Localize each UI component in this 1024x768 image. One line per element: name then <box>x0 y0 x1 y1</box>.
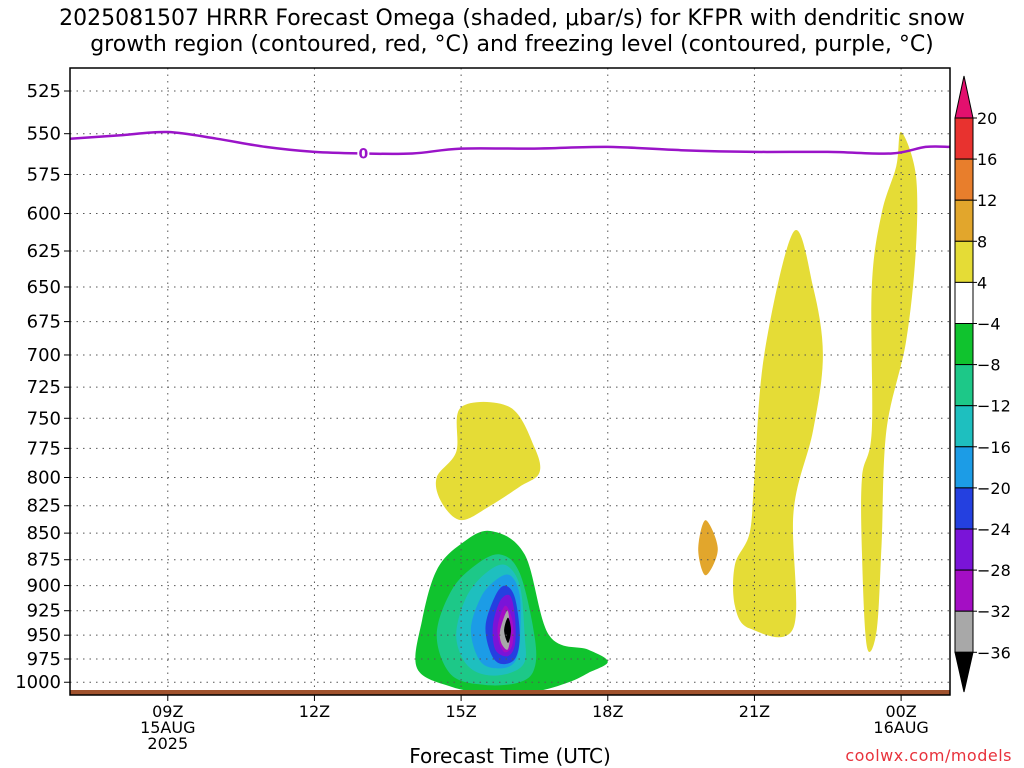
terrain-strip <box>70 690 950 695</box>
colorbar-label-5: −4 <box>977 315 1001 334</box>
y-tick-label-625: 625 <box>27 241 61 262</box>
y-tick-label-700: 700 <box>27 345 61 366</box>
y-tick-label-525: 525 <box>27 81 61 102</box>
y-tick-label-675: 675 <box>27 312 61 333</box>
x-tick-label-9-0: 09Z <box>152 702 183 721</box>
credit-text: coolwx.com/models <box>845 746 1012 765</box>
freezing-level-line <box>70 130 950 156</box>
chart-title-line2: growth region (contoured, red, °C) and f… <box>90 32 934 57</box>
y-tick-label-550: 550 <box>27 124 61 145</box>
colorbar-label-4: 4 <box>977 273 987 292</box>
colorbar-segment-7 <box>954 364 974 407</box>
colorbar-segment-8 <box>954 405 974 448</box>
colorbar-segment-9 <box>954 446 974 489</box>
colorbar-segment-6 <box>954 323 974 366</box>
freezing-level-layer: 0 <box>70 130 950 163</box>
colorbar-segment-3 <box>954 199 974 242</box>
plot-frame <box>69 67 951 696</box>
y-tick-label-1000: 1000 <box>15 672 61 693</box>
colorbar-label-10: −24 <box>977 520 1011 539</box>
x-tick-label-24-1: 16AUG <box>873 718 928 737</box>
omega-area-3 <box>861 131 918 652</box>
colorbar-segment-bottom <box>954 651 974 693</box>
chart-title: 2025081507 HRRR Forecast Omega (shaded, … <box>0 6 1024 58</box>
x-tick-label-21-0: 21Z <box>739 702 770 721</box>
colorbar-label-11: −28 <box>977 561 1011 580</box>
omega-area-1 <box>733 229 823 638</box>
x-axis-label: Forecast Time (UTC) <box>409 744 611 768</box>
colorbar-label-9: −20 <box>977 479 1011 498</box>
y-tick-label-850: 850 <box>27 523 61 544</box>
freezing-level-label: 0 <box>358 146 368 162</box>
freezing-level-label-bg <box>357 144 370 163</box>
omega-area-12 <box>504 617 511 643</box>
y-tick-label-825: 825 <box>27 496 61 517</box>
y-tick-label-950: 950 <box>27 625 61 646</box>
x-tick-label-9-1: 15AUG <box>140 718 195 737</box>
x-tick-label-12-0: 12Z <box>299 702 330 721</box>
colorbar-segment-11 <box>954 528 974 571</box>
y-tick-label-975: 975 <box>27 649 61 670</box>
x-tick-label-24-0: 00Z <box>885 702 916 721</box>
colorbar-label-3: 8 <box>977 232 987 251</box>
colorbar-label-1: 16 <box>977 150 997 169</box>
colorbar-segment-12 <box>954 569 974 612</box>
colorbar-segment-10 <box>954 487 974 530</box>
y-tick-label-875: 875 <box>27 550 61 571</box>
colorbar-segment-2 <box>954 158 974 201</box>
y-tick-label-600: 600 <box>27 204 61 225</box>
y-tick-label-925: 925 <box>27 601 61 622</box>
colorbar-label-7: −12 <box>977 397 1011 416</box>
colorbar-segment-1 <box>954 117 974 160</box>
y-tick-label-650: 650 <box>27 277 61 298</box>
colorbar-label-8: −16 <box>977 438 1011 457</box>
colorbar-label-0: 20 <box>977 109 997 128</box>
colorbar-segment-top <box>954 75 974 119</box>
colorbar-label-13: −36 <box>977 643 1011 662</box>
omega-area-0 <box>435 401 541 521</box>
x-tick-label-15-0: 15Z <box>445 702 476 721</box>
colorbar-segment-13 <box>954 610 974 653</box>
chart-title-line1: 2025081507 HRRR Forecast Omega (shaded, … <box>59 6 965 31</box>
colorbar-label-6: −8 <box>977 356 1001 375</box>
x-tick-label-9-2: 2025 <box>147 734 188 753</box>
x-tick-label-18-0: 18Z <box>592 702 623 721</box>
y-tick-label-900: 900 <box>27 576 61 597</box>
y-tick-label-775: 775 <box>27 438 61 459</box>
y-axis: 525 550 575 600 625 650 675 700 725 750 775 800 825 8… <box>15 81 70 693</box>
omega-area-2 <box>698 520 718 576</box>
y-tick-label-725: 725 <box>27 377 61 398</box>
grid-lines <box>70 68 950 695</box>
y-tick-label-800: 800 <box>27 467 61 488</box>
colorbar: 20 16 12 8 4 −4 −8 −12 −16 −20 −24 −28 −32 −36 <box>954 75 1011 693</box>
colorbar-label-12: −32 <box>977 602 1011 621</box>
colorbar-label-2: 12 <box>977 191 997 210</box>
colorbar-segment-5 <box>954 281 974 324</box>
y-tick-label-750: 750 <box>27 408 61 429</box>
colorbar-segment-4 <box>954 240 974 283</box>
omega-shaded-areas <box>415 131 918 693</box>
y-tick-label-575: 575 <box>27 164 61 185</box>
